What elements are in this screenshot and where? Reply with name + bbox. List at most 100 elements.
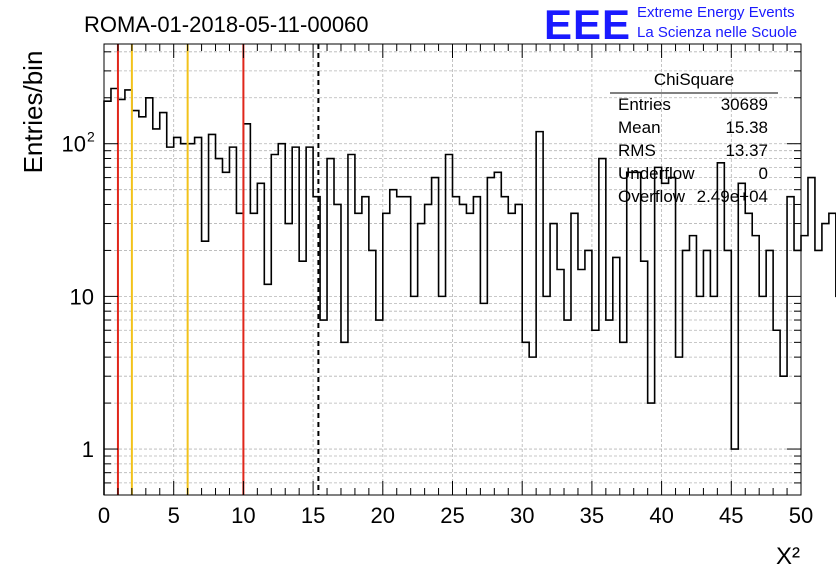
histogram-bin	[592, 330, 599, 495]
y-tick-label: 10	[62, 132, 86, 157]
histogram-bin	[745, 213, 752, 495]
histogram-bin	[550, 224, 557, 495]
histogram-bin	[118, 99, 125, 495]
histogram-bin	[418, 224, 425, 495]
histogram-bin	[376, 320, 383, 495]
x-tick-label: 40	[649, 503, 673, 528]
x-tick-label: 45	[719, 503, 743, 528]
stats-value: 30689	[721, 95, 768, 114]
x-tick-label: 30	[510, 503, 534, 528]
histogram-bin	[703, 250, 710, 495]
histogram-bin	[181, 144, 188, 495]
histogram-bin	[606, 320, 613, 495]
histogram-bin	[571, 213, 578, 495]
histogram-bin	[689, 236, 696, 495]
histogram-bin	[613, 257, 620, 495]
x-tick-label: 5	[168, 503, 180, 528]
stats-value: 13.37	[725, 141, 768, 160]
histogram-bin	[257, 183, 264, 495]
histogram-bin	[669, 178, 676, 495]
histogram-bin	[508, 213, 515, 495]
histogram-bin	[627, 172, 634, 495]
histogram-bin	[264, 284, 271, 495]
stats-value: 0	[759, 164, 768, 183]
histogram-bin	[634, 172, 641, 495]
histogram-bin	[466, 213, 473, 495]
histogram-bin	[453, 197, 460, 495]
histogram-bin	[578, 270, 585, 496]
histogram-bin	[125, 90, 132, 495]
histogram-bin	[285, 224, 292, 495]
histogram-bin	[146, 98, 153, 495]
ticks-layer	[103, 44, 802, 496]
histogram-bin	[780, 376, 787, 495]
histogram-bin	[341, 342, 348, 495]
stats-title: ChiSquare	[654, 70, 734, 89]
x-tick-label: 15	[301, 503, 325, 528]
histogram-bin	[104, 101, 111, 495]
x-tick-label: 20	[371, 503, 395, 528]
x-tick-label: 25	[440, 503, 464, 528]
histogram-bin	[557, 270, 564, 496]
histogram-bin	[369, 250, 376, 495]
histogram-bin	[752, 236, 759, 495]
histogram-bin	[278, 144, 285, 495]
histogram-bin	[111, 88, 118, 495]
histogram-bin	[362, 197, 369, 495]
eee-logo-mark: EEE	[544, 1, 631, 48]
histogram-bin	[404, 197, 411, 495]
histogram-bin	[676, 357, 683, 495]
histogram-bin	[327, 159, 334, 495]
histogram-bin	[710, 296, 717, 495]
histogram-bin	[801, 236, 808, 495]
histogram-bin	[236, 213, 243, 495]
histogram-bin	[167, 147, 174, 495]
histogram-bin	[683, 250, 690, 495]
eee-logo: EEE Extreme Energy Events La Scienza nel…	[544, 1, 797, 48]
histogram-bin	[216, 159, 223, 495]
x-tick-label: 0	[98, 503, 110, 528]
histogram-bin	[229, 147, 236, 495]
histogram-bin	[696, 296, 703, 495]
histogram-bin	[522, 342, 529, 495]
x-tick-label: 10	[231, 503, 255, 528]
histogram-bin	[717, 163, 724, 495]
histogram-bin	[446, 154, 453, 495]
histogram-bin	[808, 178, 815, 495]
stats-value: 2.49e+04	[697, 187, 768, 206]
x-tick-label: 35	[580, 503, 604, 528]
histogram-bin	[432, 178, 439, 495]
histogram-bin	[334, 204, 341, 495]
x-axis-label: X²	[776, 543, 800, 570]
histogram-bin	[383, 213, 390, 495]
stats-label: Mean	[618, 118, 661, 137]
histogram-bin	[641, 261, 648, 495]
stats-value: 15.38	[725, 118, 768, 137]
histogram-bin	[494, 172, 501, 495]
histogram-bin	[202, 241, 209, 495]
histogram-bin	[271, 154, 278, 495]
histogram-bin	[564, 320, 571, 495]
histogram-bin	[794, 250, 801, 495]
histogram-bin	[243, 124, 250, 495]
histogram-bin	[480, 303, 487, 495]
histogram-bin	[195, 137, 202, 495]
histogram-bin	[132, 111, 139, 495]
histogram-bin	[815, 250, 822, 495]
histogram-bin	[439, 296, 446, 495]
y-tick-label-exponent: 2	[87, 129, 95, 145]
histogram-bin	[250, 213, 257, 495]
histogram-bin	[292, 147, 299, 495]
histogram-bin	[473, 197, 480, 495]
stats-label: Underflow	[618, 164, 695, 183]
stats-box: ChiSquare Entries 30689 Mean 15.38 RMS 13.37 U…	[610, 70, 778, 206]
histogram-bin	[222, 172, 229, 495]
histogram-bin	[648, 403, 655, 495]
histogram-bin	[822, 224, 829, 495]
histogram-bin	[188, 144, 195, 495]
histogram-bin	[529, 357, 536, 495]
histogram-bin	[487, 178, 494, 495]
histogram-bin	[209, 134, 216, 495]
histogram-bin	[515, 204, 522, 495]
